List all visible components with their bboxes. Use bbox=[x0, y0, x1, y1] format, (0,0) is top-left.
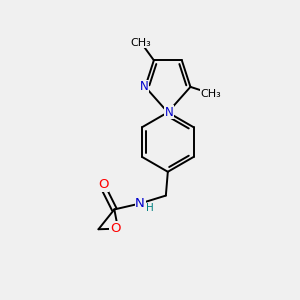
Text: N: N bbox=[135, 197, 145, 210]
Text: N: N bbox=[140, 80, 148, 93]
Text: CH₃: CH₃ bbox=[131, 38, 152, 48]
Text: N: N bbox=[164, 106, 173, 119]
Text: O: O bbox=[98, 178, 109, 191]
Text: H: H bbox=[146, 203, 154, 214]
Text: CH₃: CH₃ bbox=[201, 88, 222, 99]
Text: O: O bbox=[110, 222, 120, 235]
